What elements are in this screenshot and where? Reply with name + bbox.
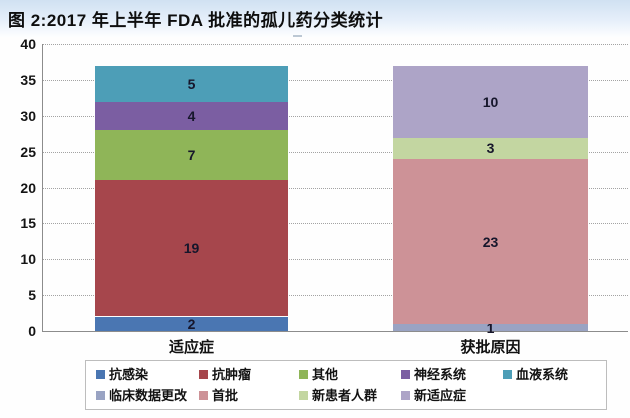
bar-segment-抗肿瘤: 19 xyxy=(95,180,288,316)
chart-legend: 抗感染 抗肿瘤 其他 神经系统 血液系统临床数据更改 首批 新患者人群 新适应症 xyxy=(85,360,607,410)
y-axis-tick-label: 20 xyxy=(20,180,36,196)
figure-title: 图 2:2017 年上半年 FDA 批准的孤儿药分类统计 xyxy=(8,11,384,30)
legend-item-label: 新适应症 xyxy=(414,388,467,403)
gridline xyxy=(42,116,628,117)
legend-color-swatch xyxy=(503,370,512,379)
bar-segment-新适应症: 10 xyxy=(393,66,588,138)
gridline xyxy=(42,152,628,153)
bar-segment-value: 1 xyxy=(486,319,495,336)
bar-segment-value: 4 xyxy=(187,107,196,124)
legend-color-swatch xyxy=(299,370,308,379)
bar-segment-value: 7 xyxy=(187,147,196,163)
y-axis-line xyxy=(42,44,43,331)
y-axis-tick-label: 10 xyxy=(20,251,36,267)
y-axis-tick-label: 0 xyxy=(28,323,36,339)
legend-color-swatch xyxy=(96,391,105,400)
bar-segment-value: 5 xyxy=(187,76,196,92)
bar-segment-value: 2 xyxy=(187,316,196,332)
legend-item-label: 其他 xyxy=(312,367,339,382)
y-axis-tick-label: 15 xyxy=(20,215,36,231)
gridline xyxy=(42,259,628,260)
legend-color-swatch xyxy=(299,391,308,400)
legend-item-label: 新患者人群 xyxy=(312,388,378,403)
bar-segment-其他: 7 xyxy=(95,130,288,180)
y-axis-tick-label: 5 xyxy=(28,287,36,303)
gridline xyxy=(42,295,628,296)
bar-segment-value: 3 xyxy=(486,140,495,156)
y-axis-tick-label: 40 xyxy=(20,36,36,52)
bar-segment-抗感染: 2 xyxy=(95,317,288,331)
gridline xyxy=(42,80,628,81)
bar-segment-临床数据更改: 1 xyxy=(393,321,588,335)
legend-color-swatch xyxy=(199,370,208,379)
legend-item-神经系统: 神经系统 xyxy=(401,368,466,381)
y-axis-tick-label: 35 xyxy=(20,72,36,88)
legend-color-swatch xyxy=(199,391,208,400)
legend-item-新患者人群: 新患者人群 xyxy=(299,389,377,402)
figure-title-bar: 图 2:2017 年上半年 FDA 批准的孤儿药分类统计 xyxy=(0,0,630,37)
legend-item-label: 临床数据更改 xyxy=(109,388,188,403)
small-dash-artifact xyxy=(293,35,302,37)
legend-item-其他: 其他 xyxy=(299,368,338,381)
bar-segment-value: 10 xyxy=(482,94,499,110)
legend-color-swatch xyxy=(401,391,410,400)
x-axis-category-label: 适应症 xyxy=(168,339,214,356)
legend-item-label: 首批 xyxy=(212,388,239,403)
bar-segment-首批: 23 xyxy=(393,159,588,324)
gridline xyxy=(42,223,628,224)
bar-segment-新患者人群: 3 xyxy=(393,137,588,159)
legend-item-label: 抗肿瘤 xyxy=(212,367,252,382)
legend-item-label: 抗感染 xyxy=(109,367,149,382)
legend-color-swatch xyxy=(401,370,410,379)
legend-color-swatch xyxy=(96,370,105,379)
gridline xyxy=(42,44,628,45)
legend-item-血液系统: 血液系统 xyxy=(503,368,568,381)
y-axis-tick-label: 30 xyxy=(20,108,36,124)
legend-item-抗感染: 抗感染 xyxy=(96,368,148,381)
bar-segment-value: 19 xyxy=(183,240,200,256)
y-axis-tick-label: 25 xyxy=(20,144,36,160)
legend-item-首批: 首批 xyxy=(199,389,238,402)
bar-segment-神经系统: 4 xyxy=(95,101,288,130)
x-axis-line xyxy=(42,331,628,332)
bar-segment-value: 23 xyxy=(482,233,499,250)
legend-item-新适应症: 新适应症 xyxy=(401,389,466,402)
legend-item-label: 血液系统 xyxy=(516,367,569,382)
bar-segment-血液系统: 5 xyxy=(95,66,288,102)
legend-item-label: 神经系统 xyxy=(414,367,467,382)
gridline xyxy=(42,188,628,189)
legend-item-临床数据更改: 临床数据更改 xyxy=(96,389,187,402)
legend-item-抗肿瘤: 抗肿瘤 xyxy=(199,368,251,381)
x-axis-category-label: 获批原因 xyxy=(460,339,521,356)
